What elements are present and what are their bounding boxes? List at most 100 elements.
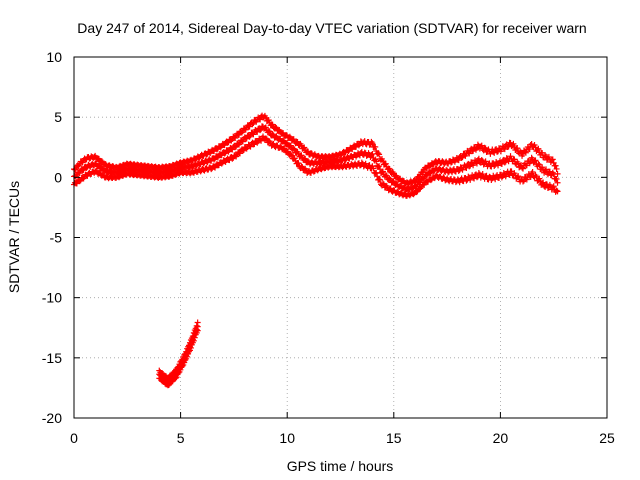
data-point xyxy=(520,177,527,184)
data-point xyxy=(375,150,382,157)
data-point xyxy=(76,178,83,185)
data-point xyxy=(510,140,517,147)
data-point xyxy=(389,169,396,176)
data-point xyxy=(98,158,105,165)
data-point xyxy=(287,151,294,158)
data-point xyxy=(515,173,522,180)
data-point xyxy=(374,173,381,180)
data-point xyxy=(549,156,556,163)
data-point xyxy=(514,145,521,152)
data-point xyxy=(519,178,526,185)
data-point xyxy=(355,142,362,149)
data-point xyxy=(251,141,258,148)
data-point xyxy=(459,154,466,161)
data-point xyxy=(232,144,239,151)
data-point xyxy=(236,150,243,157)
data-point xyxy=(269,131,276,138)
data-point xyxy=(373,158,380,165)
data-point xyxy=(221,150,228,157)
plot-frame xyxy=(73,56,608,419)
data-point xyxy=(529,169,536,176)
data-point xyxy=(522,149,529,156)
data-point xyxy=(554,188,561,195)
x-tick-label: 10 xyxy=(279,430,295,446)
data-point xyxy=(194,319,201,326)
chart-title: Day 247 of 2014, Sidereal Day-to-day VTE… xyxy=(77,20,586,36)
data-point xyxy=(483,172,490,179)
data-point xyxy=(295,160,302,167)
y-tick-label: -15 xyxy=(42,350,62,366)
data-point xyxy=(280,137,287,144)
data-point xyxy=(257,127,264,134)
grid xyxy=(74,57,607,418)
data-point xyxy=(272,124,279,131)
data-point xyxy=(193,322,200,329)
data-point xyxy=(498,174,505,181)
data-point xyxy=(412,178,419,185)
data-point xyxy=(377,176,384,183)
data-point xyxy=(482,145,489,152)
data-point xyxy=(298,152,305,159)
series-1 xyxy=(156,319,201,389)
data-point xyxy=(379,158,386,165)
data-point xyxy=(553,187,560,194)
data-point xyxy=(366,162,373,169)
data-point xyxy=(553,175,560,182)
data-point xyxy=(475,155,482,162)
data-point xyxy=(358,148,365,155)
data-layer xyxy=(71,112,561,389)
data-point xyxy=(535,160,542,167)
data-point xyxy=(465,173,472,180)
x-tick-label: 15 xyxy=(386,430,402,446)
data-point xyxy=(528,141,535,148)
y-tick-label: -10 xyxy=(42,290,62,306)
data-point xyxy=(478,156,485,163)
data-point xyxy=(218,160,225,167)
data-point xyxy=(545,153,552,160)
y-tick-label: 10 xyxy=(46,49,62,65)
data-point xyxy=(301,144,308,151)
data-point xyxy=(501,159,508,166)
x-tick-label: 25 xyxy=(599,430,615,446)
data-point xyxy=(519,165,526,172)
data-point xyxy=(71,166,78,173)
data-point xyxy=(382,160,389,167)
x-tick-label: 5 xyxy=(177,430,185,446)
data-point xyxy=(554,170,561,177)
data-point xyxy=(481,144,488,151)
data-point xyxy=(298,163,305,170)
data-point xyxy=(291,155,298,162)
data-point xyxy=(507,153,514,160)
data-point xyxy=(262,124,269,131)
x-tick-label: 0 xyxy=(70,430,78,446)
data-point xyxy=(376,163,383,170)
data-point xyxy=(266,128,273,135)
y-tick-label: -20 xyxy=(42,410,62,426)
data-point xyxy=(455,168,462,175)
data-point xyxy=(382,172,389,179)
data-point xyxy=(379,180,386,187)
data-point xyxy=(546,168,553,175)
data-point xyxy=(413,189,420,196)
y-tick-label: -5 xyxy=(50,230,63,246)
data-point xyxy=(369,140,376,147)
data-point xyxy=(470,147,477,154)
data-point xyxy=(249,121,256,128)
y-tick-label: 0 xyxy=(54,169,62,185)
data-point xyxy=(213,146,220,153)
data-point xyxy=(503,155,510,162)
data-point xyxy=(458,154,465,161)
data-point xyxy=(473,160,480,167)
data-point xyxy=(552,162,559,169)
data-point xyxy=(491,149,498,156)
data-point xyxy=(239,147,246,154)
data-point xyxy=(471,175,478,182)
data-point xyxy=(239,138,246,145)
y-tick-label: 5 xyxy=(54,109,62,125)
data-point xyxy=(211,156,218,163)
data-point xyxy=(463,177,470,184)
data-point xyxy=(368,138,375,145)
data-point xyxy=(379,168,386,175)
data-point xyxy=(376,151,383,158)
